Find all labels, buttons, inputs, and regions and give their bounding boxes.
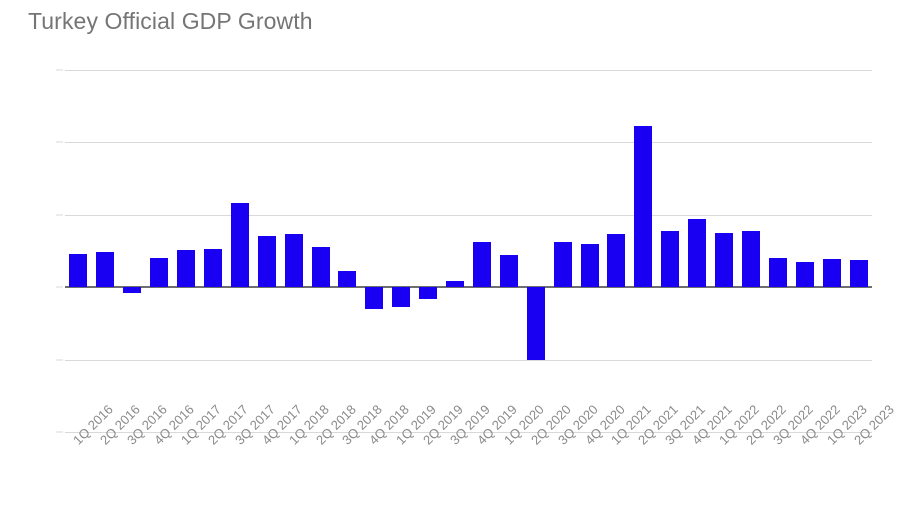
- gridline: [65, 142, 872, 144]
- bar[interactable]: [96, 252, 115, 288]
- bar[interactable]: [419, 287, 438, 300]
- y-axis-tick-mark: [56, 214, 63, 216]
- y-axis-tick-mark: [56, 286, 63, 288]
- bar[interactable]: [311, 246, 330, 288]
- bar[interactable]: [741, 230, 760, 288]
- bar[interactable]: [257, 235, 276, 288]
- bar[interactable]: [338, 270, 357, 288]
- chart-title: Turkey Official GDP Growth: [28, 8, 313, 34]
- bar[interactable]: [499, 254, 518, 288]
- bar[interactable]: [365, 287, 384, 309]
- y-axis-tick-mark: [56, 141, 63, 143]
- bar[interactable]: [392, 287, 411, 308]
- bar[interactable]: [634, 125, 653, 288]
- x-axis-tick-labels: 1Q 2016 2Q 2016 3Q 2016 4Q 2016 1Q 2017 2Q 20…: [65, 402, 896, 510]
- gridline: [65, 432, 872, 433]
- bar[interactable]: [123, 287, 142, 293]
- y-axis-tick-mark: [56, 69, 63, 71]
- bar[interactable]: [795, 261, 814, 288]
- bar[interactable]: [580, 244, 599, 288]
- y-axis-tick-mark: [56, 431, 63, 433]
- bar[interactable]: [607, 234, 626, 288]
- bar[interactable]: [177, 249, 196, 288]
- gridline: [65, 359, 872, 361]
- zero-baseline: [65, 286, 872, 289]
- bar[interactable]: [526, 287, 545, 361]
- bar[interactable]: [69, 253, 88, 288]
- bar[interactable]: [553, 241, 572, 288]
- bar[interactable]: [768, 258, 787, 288]
- bar[interactable]: [661, 231, 680, 288]
- bar[interactable]: [284, 233, 303, 288]
- plot-area: 3020100-10-20: [56, 69, 872, 433]
- bar[interactable]: [849, 259, 868, 288]
- bar[interactable]: [446, 280, 465, 288]
- bar[interactable]: [688, 219, 707, 288]
- bar[interactable]: [472, 241, 491, 288]
- y-axis-tick-mark: [56, 359, 63, 361]
- bar[interactable]: [715, 232, 734, 288]
- bar[interactable]: [203, 248, 222, 288]
- gridline: [65, 214, 872, 216]
- bar[interactable]: [150, 257, 169, 288]
- bar[interactable]: [230, 203, 249, 288]
- gridline: [65, 70, 872, 71]
- bar[interactable]: [822, 258, 841, 288]
